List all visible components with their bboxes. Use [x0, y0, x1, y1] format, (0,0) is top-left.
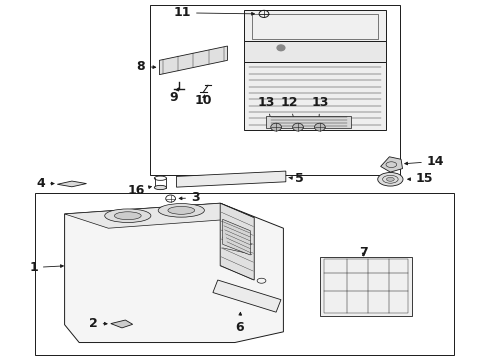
Text: 6: 6: [235, 312, 244, 334]
Text: 5: 5: [288, 172, 303, 185]
Text: 2: 2: [89, 317, 107, 330]
Ellipse shape: [377, 172, 402, 186]
Text: 13: 13: [257, 96, 275, 126]
Ellipse shape: [114, 212, 141, 220]
Polygon shape: [220, 203, 254, 280]
Ellipse shape: [386, 177, 393, 181]
Text: 4: 4: [36, 177, 54, 190]
Polygon shape: [266, 116, 351, 128]
Text: 10: 10: [194, 94, 211, 107]
Polygon shape: [111, 320, 132, 328]
Polygon shape: [244, 62, 385, 130]
Polygon shape: [176, 171, 285, 187]
Ellipse shape: [104, 209, 151, 222]
Text: 12: 12: [280, 96, 297, 126]
Polygon shape: [222, 219, 250, 255]
Circle shape: [292, 123, 303, 131]
Polygon shape: [64, 203, 283, 342]
Text: 14: 14: [404, 155, 444, 168]
Polygon shape: [212, 280, 281, 312]
Circle shape: [277, 45, 285, 51]
Polygon shape: [57, 181, 86, 187]
Text: 3: 3: [179, 192, 199, 204]
Text: 1: 1: [29, 261, 63, 274]
Ellipse shape: [167, 206, 194, 214]
Ellipse shape: [154, 185, 166, 190]
Text: 8: 8: [136, 60, 155, 73]
Polygon shape: [64, 203, 254, 228]
Circle shape: [270, 123, 281, 131]
Text: 15: 15: [407, 172, 432, 185]
Text: 9: 9: [169, 88, 178, 104]
Ellipse shape: [158, 203, 204, 217]
Polygon shape: [380, 157, 402, 172]
Polygon shape: [159, 46, 227, 75]
Circle shape: [314, 123, 325, 131]
Polygon shape: [244, 41, 385, 62]
Polygon shape: [319, 257, 411, 316]
Polygon shape: [244, 10, 385, 41]
Text: 13: 13: [310, 96, 328, 126]
Text: 16: 16: [128, 184, 151, 197]
Text: 7: 7: [359, 246, 367, 258]
Text: 11: 11: [173, 6, 254, 19]
